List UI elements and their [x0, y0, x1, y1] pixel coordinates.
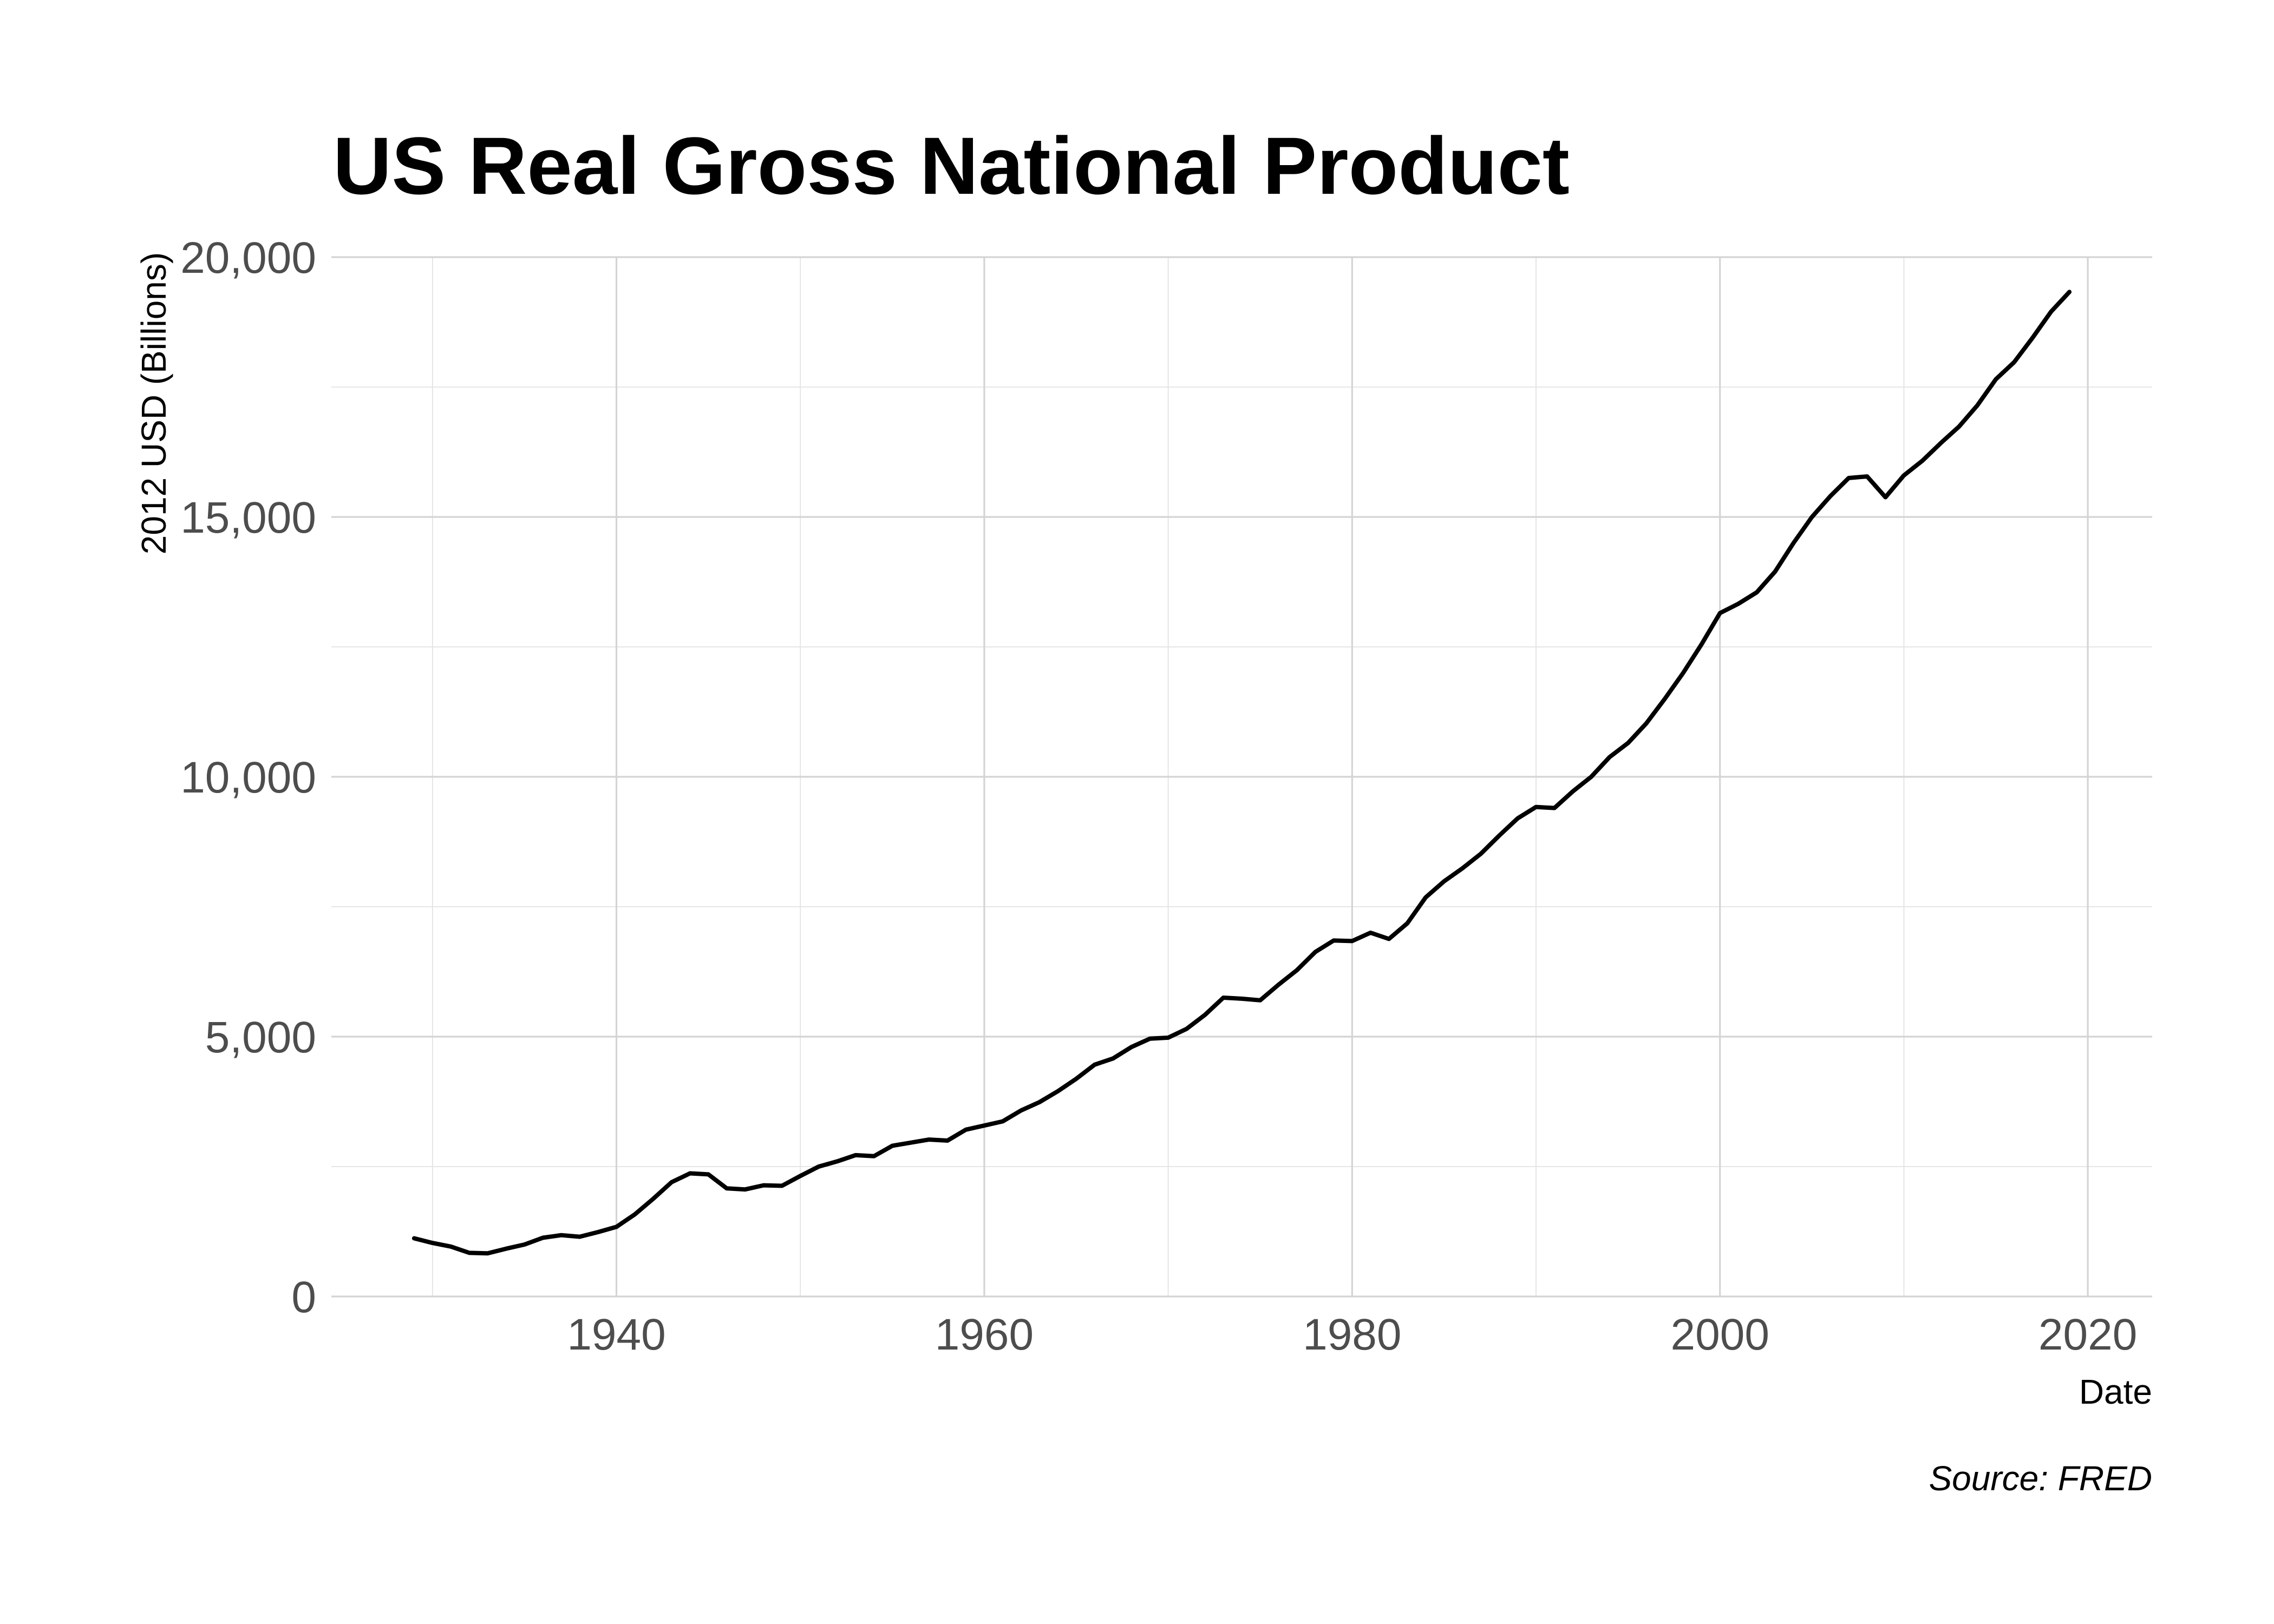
y-axis-title: 2012 USD (Billions)	[134, 252, 173, 554]
x-tick-label: 2000	[1671, 1310, 1769, 1359]
source-caption: Source: FRED	[1929, 1459, 2152, 1498]
y-tick-label: 20,000	[180, 233, 316, 283]
y-tick-label: 0	[291, 1273, 316, 1322]
x-tick-label: 1980	[1303, 1310, 1401, 1359]
y-axis-ticks: 0 5,000 10,000 15,000 20,000	[180, 233, 316, 1322]
y-tick-label: 5,000	[205, 1013, 316, 1062]
x-tick-label: 2020	[2038, 1310, 2137, 1359]
major-gridlines	[331, 256, 2152, 1298]
x-tick-label: 1940	[567, 1310, 665, 1359]
x-axis-ticks: 1940 1960 1980 2000 2020	[567, 1310, 2137, 1359]
y-tick-label: 15,000	[180, 493, 316, 542]
series-line	[411, 290, 2072, 1256]
x-tick-label: 1960	[935, 1310, 1034, 1359]
y-tick-label: 10,000	[180, 753, 316, 802]
x-axis-title: Date	[2079, 1372, 2152, 1411]
chart-title: US Real Gross National Product	[333, 120, 1570, 211]
